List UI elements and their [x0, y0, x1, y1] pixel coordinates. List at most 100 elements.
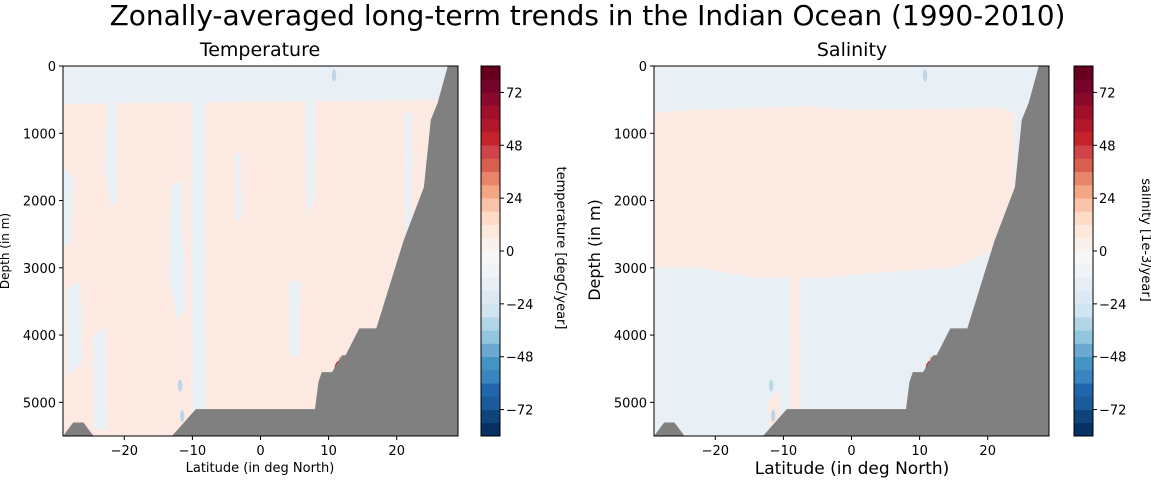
salinity-colorbar-swatch: [1074, 224, 1093, 239]
salinity-xtick-label: 10: [911, 444, 928, 459]
salinity-contour-region: [933, 146, 941, 208]
temperature-colorbar-tick-label: 24: [506, 192, 523, 207]
salinity-ytick-label: 5000: [614, 396, 647, 411]
temperature-colorbar-tick-label: −24: [506, 298, 533, 313]
temperature-colorbar-swatch: [481, 277, 500, 291]
temperature-colorbar-swatch: [481, 290, 500, 305]
salinity-colorbar-tick-label: 48: [1099, 139, 1116, 154]
salinity-colorbar-swatch: [1074, 356, 1093, 371]
salinity-colorbar-swatch: [1074, 158, 1093, 173]
salinity-colorbar-swatch: [1074, 211, 1093, 225]
temperature-colorbar-swatch: [481, 330, 500, 344]
salinity-cold-spot: [770, 409, 776, 422]
salinity-bathymetry: [654, 66, 1049, 436]
temperature-colorbar-swatch: [481, 317, 500, 331]
temperature-ytick-label: 1000: [23, 127, 56, 142]
salinity-colorbar-tick-label: −48: [1099, 351, 1126, 366]
temperature-colorbar-swatch: [481, 251, 500, 265]
salinity-colorbar-swatch: [1074, 171, 1093, 186]
temperature-ytick-label: 3000: [23, 262, 56, 277]
temperature-xtick-label: 20: [388, 444, 405, 459]
salinity-colorbar-swatch: [1074, 303, 1093, 318]
temperature-contour-region: [63, 166, 74, 248]
temperature-ytick-label: 5000: [23, 396, 56, 411]
temperature-colorbar-swatch: [481, 158, 500, 173]
salinity-colorbar-swatch: [1074, 145, 1093, 159]
temperature-colorbar-swatch: [481, 211, 500, 225]
salinity-colorbar-tick-label: 72: [1099, 86, 1116, 101]
temperature-bathymetry: [63, 66, 458, 436]
temperature-colorbar-swatch: [481, 66, 500, 80]
temperature-xlabel: Latitude (in deg North): [185, 461, 335, 476]
temperature-colorbar-swatch: [481, 396, 500, 410]
temperature-cold-spot: [331, 69, 337, 82]
temperature-xtick-label: 0: [256, 444, 264, 459]
temperature-xtick-label: −10: [179, 444, 206, 459]
temperature-contour-region: [63, 66, 458, 104]
salinity-colorbar-swatch: [1074, 105, 1093, 120]
temperature-colorbar: −72 −48 −24 0 24 48 72: [480, 65, 533, 437]
temperature-ytick-label: 0: [48, 60, 56, 75]
salinity-colorbar-swatch: [1074, 66, 1093, 80]
temperature-colorbar-swatch: [481, 409, 500, 424]
salinity-colorbar-swatch: [1074, 237, 1093, 252]
salinity-xlabel: Latitude (in deg North): [754, 459, 950, 479]
salinity-ytick-label: 3000: [614, 262, 647, 277]
temperature-contour-region: [289, 281, 300, 356]
temperature-contour-region: [105, 76, 118, 208]
salinity-colorbar-tick-label: 24: [1099, 192, 1116, 207]
salinity-contour-region: [790, 274, 801, 436]
salinity-xtick-label: 0: [847, 444, 855, 459]
temperature-contour-region: [93, 328, 107, 430]
salinity-colorbar-swatch: [1074, 251, 1093, 265]
temperature-colorbar-tick-label: −48: [506, 351, 533, 366]
temperature-panel-title: Temperature: [199, 39, 321, 61]
temperature-colorbar-swatch: [481, 237, 500, 252]
temperature-colorbar-swatch: [481, 118, 500, 133]
temperature-plot-area: −20 −10 0 10 20 0 1000 2000 3000 4000 5000 −72 −48 −2…: [23, 60, 534, 459]
salinity-contour-region: [820, 153, 829, 214]
temperature-colorbar-swatch: [481, 79, 500, 93]
salinity-colorbar-swatch: [1074, 184, 1093, 199]
temperature-colorbar-swatch: [481, 422, 500, 437]
salinity-xtick-label: −10: [770, 444, 797, 459]
salinity-colorbar-swatch: [1074, 383, 1093, 397]
temperature-cold-spot: [177, 379, 183, 392]
salinity-colorbar-tick-label: −72: [1099, 404, 1126, 419]
temperature-ytick-label: 2000: [23, 195, 56, 210]
temperature-colorbar-swatch: [481, 92, 500, 106]
salinity-ytick-label: 4000: [614, 329, 647, 344]
salinity-colorbar-swatch: [1074, 290, 1093, 305]
temperature-xtick-label: 10: [320, 444, 337, 459]
temperature-colorbar-swatch: [481, 303, 500, 318]
temperature-ytick-label: 4000: [23, 329, 56, 344]
temperature-contour-region: [66, 281, 83, 376]
temperature-colorbar-swatch: [481, 356, 500, 371]
temperature-contour-region: [191, 86, 206, 423]
temperature-colorbar-swatch: [481, 198, 500, 212]
salinity-colorbar-swatch: [1074, 409, 1093, 424]
salinity-colorbar-tick-label: 0: [1099, 245, 1107, 260]
temperature-contour-region: [304, 86, 316, 214]
salinity-colorbar-swatch: [1074, 330, 1093, 344]
temperature-colorbar-swatch: [481, 184, 500, 199]
salinity-plot-area: −20 −10 0 10 20 0 1000 2000 3000 4000 5000 −72 −48 −2…: [614, 60, 1127, 459]
salinity-colorbar-tick-label: −24: [1099, 298, 1126, 313]
temperature-colorbar-tick-label: −72: [506, 404, 533, 419]
temperature-colorbar-swatch: [481, 132, 500, 146]
salinity-cold-spot: [922, 69, 928, 82]
salinity-colorbar-swatch: [1074, 264, 1093, 278]
temperature-colorbar-swatch: [481, 343, 500, 358]
salinity-colorbar: −72 −48 −24 0 24 48 72: [1073, 65, 1126, 437]
salinity-xtick-label: 20: [979, 444, 996, 459]
salinity-colorbar-swatch: [1074, 118, 1093, 133]
salinity-ytick-label: 0: [639, 60, 647, 75]
temperature-cold-spot: [179, 409, 185, 422]
salinity-colorbar-swatch: [1074, 132, 1093, 146]
temperature-contour-region: [169, 180, 186, 322]
salinity-colorbar-swatch: [1074, 396, 1093, 410]
temperature-colorbar-tick-label: 72: [506, 86, 523, 101]
salinity-panel-title: Salinity: [816, 39, 888, 61]
temperature-xtick-label: −20: [111, 444, 138, 459]
